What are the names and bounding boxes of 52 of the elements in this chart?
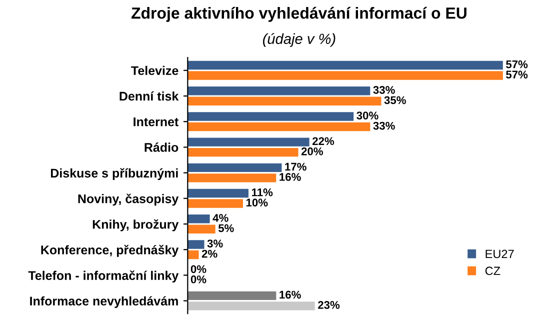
bar xyxy=(188,122,370,132)
y-tick-label: Internet xyxy=(134,118,179,126)
data-label: 35% xyxy=(384,96,406,104)
data-label: 4% xyxy=(212,214,228,222)
bar xyxy=(188,96,382,106)
data-label: 11% xyxy=(252,188,273,196)
bar xyxy=(188,250,199,260)
bar xyxy=(188,188,249,198)
y-tick-label: Diskuse s příbuznými xyxy=(50,168,178,180)
data-label: 0% xyxy=(190,265,206,274)
bar xyxy=(188,291,276,300)
data-label: 30% xyxy=(356,112,378,120)
data-label: 57% xyxy=(506,70,528,79)
bar xyxy=(188,112,354,121)
data-label: 16% xyxy=(280,173,301,181)
data-label: 57% xyxy=(506,60,528,68)
y-tick-label: Rádio xyxy=(144,142,178,152)
data-label: 0% xyxy=(190,275,206,284)
bar xyxy=(188,148,298,157)
bar xyxy=(188,71,503,80)
data-label: 16% xyxy=(280,290,301,299)
bar xyxy=(188,214,210,224)
bar xyxy=(188,224,216,234)
chart-title: Zdroje aktivního vyhledávání informací o EU xyxy=(131,6,466,22)
legend-label: EU27 xyxy=(486,250,514,258)
y-tick-label: Konference, přednášky xyxy=(41,244,179,257)
data-label: 20% xyxy=(301,147,324,156)
bar xyxy=(188,163,282,172)
bar xyxy=(188,60,503,70)
data-label: 33% xyxy=(373,122,395,130)
data-label: 10% xyxy=(246,198,268,207)
y-tick-label: Noviny, časopisy xyxy=(78,194,179,206)
data-label: 22% xyxy=(312,137,334,146)
bar xyxy=(188,199,243,208)
chart-subtitle: (údaje v %) xyxy=(263,33,336,47)
bar xyxy=(188,174,276,182)
data-label: 17% xyxy=(285,162,306,171)
data-label: 23% xyxy=(318,301,340,309)
bar xyxy=(188,240,204,249)
data-label: 3% xyxy=(207,240,223,248)
y-tick-label: Televize xyxy=(131,66,178,76)
data-label: 2% xyxy=(202,250,218,258)
legend-label: CZ xyxy=(485,266,500,276)
bar xyxy=(188,86,370,96)
data-label: 5% xyxy=(218,224,234,232)
y-tick-label: Telefon - informační linky xyxy=(28,270,179,282)
y-tick-label: Denní tisk xyxy=(120,91,179,101)
y-tick-label: Knihy, brožury xyxy=(92,219,179,232)
bar xyxy=(188,138,310,146)
bar xyxy=(188,302,315,310)
y-tick-label: Informace nevyhledávám xyxy=(30,296,178,308)
data-label: 33% xyxy=(373,86,395,94)
